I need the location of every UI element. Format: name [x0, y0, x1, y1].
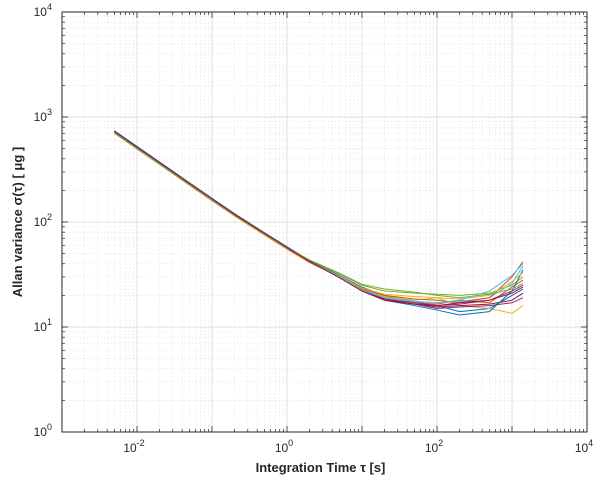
x-tick-label: 102: [425, 438, 443, 455]
y-tick-label: 104: [34, 2, 52, 19]
x-tick-label: 100: [275, 438, 293, 455]
y-tick-label: 103: [34, 107, 52, 124]
x-tick-labels: 10-2 100 102 104: [123, 438, 593, 455]
y-axis-label: Allan variance σ(τ) [ μg ]: [10, 147, 25, 298]
tick-marks: [61, 11, 588, 433]
x-tick-label: 104: [575, 438, 593, 455]
y-tick-label: 100: [34, 422, 52, 439]
y-tick-label: 102: [34, 212, 52, 229]
x-tick-label: 10-2: [123, 438, 144, 455]
series-line-14: [114, 131, 524, 307]
y-tick-label: 101: [34, 317, 52, 334]
series-layer: [114, 130, 524, 316]
y-tick-labels: 100 101 102 103 104: [34, 2, 52, 439]
x-axis-label: Integration Time τ [s]: [256, 460, 386, 475]
series-line-12: [114, 132, 524, 299]
